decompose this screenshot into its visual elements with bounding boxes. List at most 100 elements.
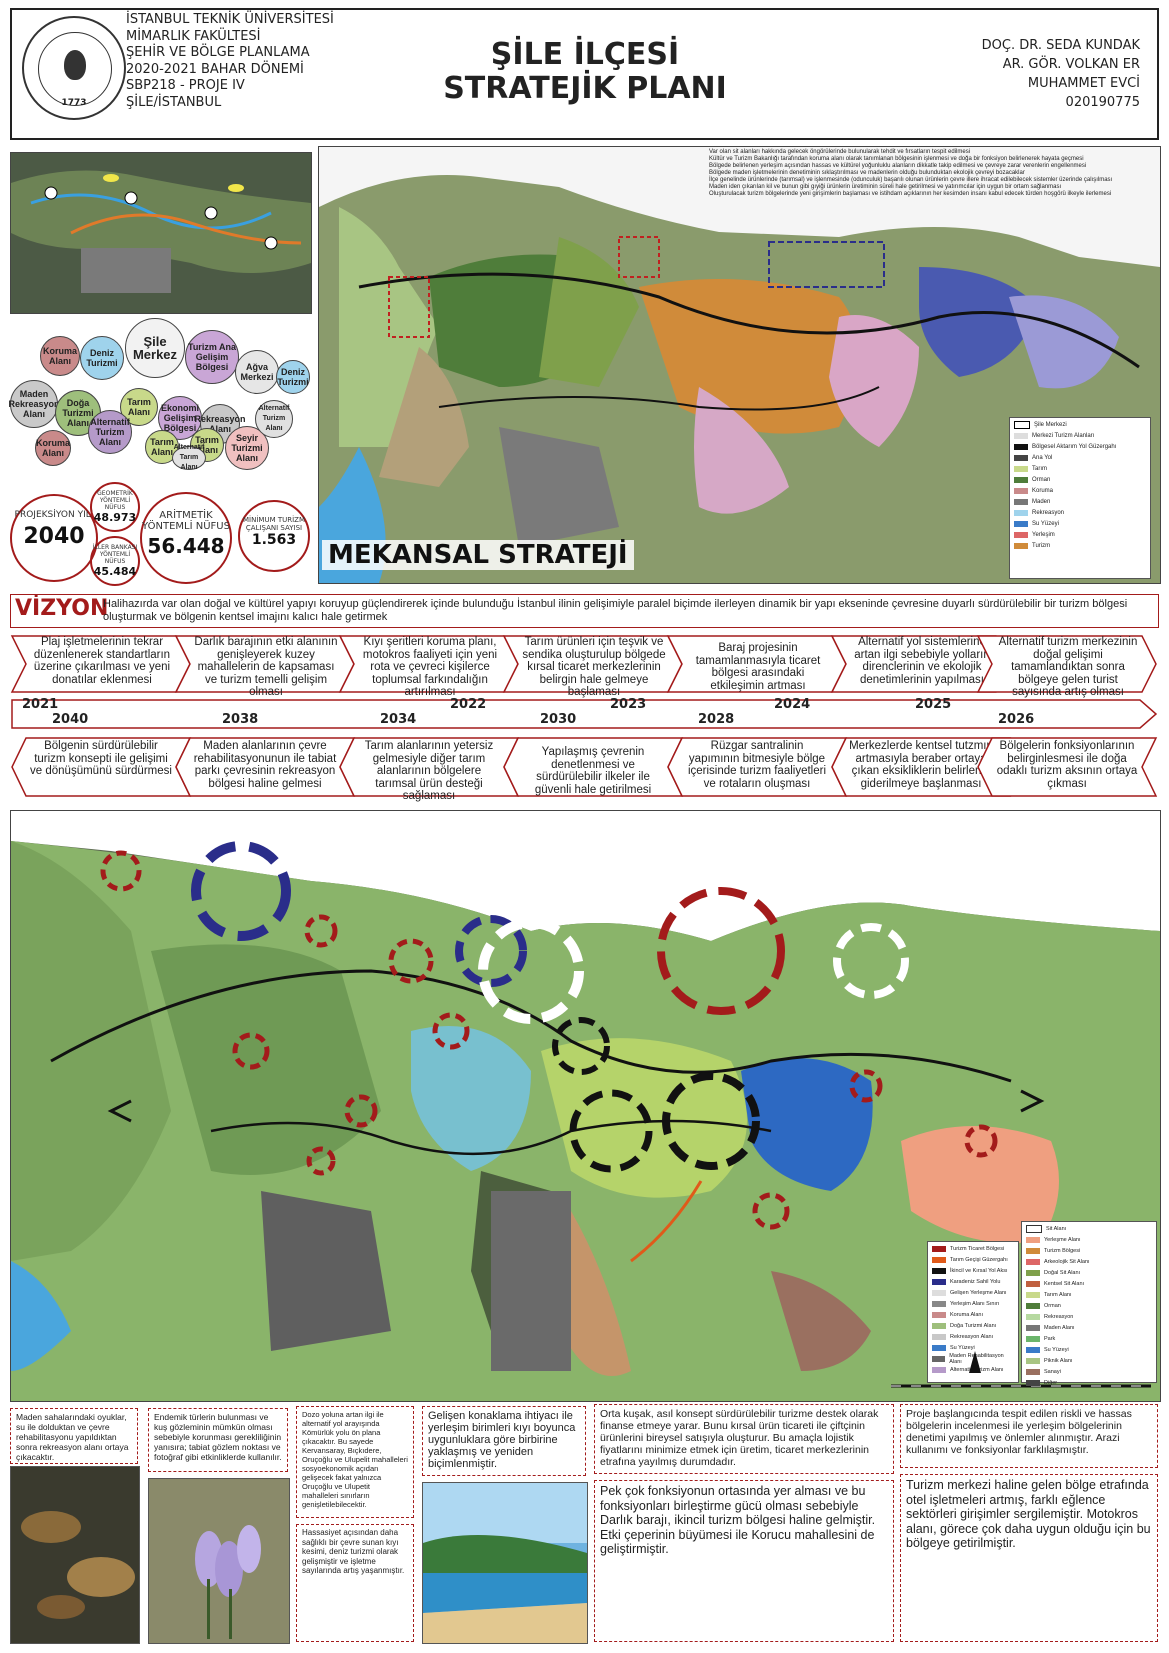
quarry-lake-photo	[10, 1466, 140, 1644]
vision-text: Halihazırda var olan doğal ve kültürel y…	[103, 598, 1128, 623]
authors-block: DOÇ. DR. SEDA KUNDAK AR. GÖR. VOLKAN ER …	[850, 36, 1140, 112]
timeline-arrow: Tarım alanlarının yetersiz gelmesiyle di…	[338, 736, 520, 802]
legend-label: Bölgesel Aktarım Yol Güzergahı	[1032, 443, 1117, 450]
legend-label: Ana Yol	[1032, 454, 1053, 461]
spatial-strategy-title: MEKANSAL STRATEJİ	[322, 540, 634, 570]
title-line: ŞİLE İLÇESİ	[490, 37, 680, 72]
legend-row: Turizm	[1014, 541, 1146, 550]
legend-row: Yerleşim	[1014, 530, 1146, 539]
arrow-text: Baraj projesinin tamamlanmasıyla ticaret…	[695, 642, 821, 692]
legend-row: Orman	[1026, 1301, 1152, 1310]
year-label: 2030	[540, 712, 577, 727]
beach-photo	[422, 1482, 588, 1644]
year-label: 2021	[22, 697, 59, 712]
legend-row: Tarım Alanı	[1026, 1290, 1152, 1299]
arithmetic-stat: ARİTMETİK YÖNTEMLİ NÜFUS 56.448	[140, 492, 232, 584]
note-line: Maden iden çıkarılan kil ve bunun gibi g…	[709, 184, 1062, 190]
page-title: ŞİLE İLÇESİ STRATEJİK PLANI	[400, 38, 770, 106]
legend-row: Park	[1026, 1334, 1152, 1343]
macroform-title: MAKROFORM	[811, 817, 1113, 861]
note-line: Kültür ve Turizm Bakanlığı tarafından ko…	[709, 156, 1084, 162]
legend-row: Turizm Bölgesi	[1026, 1246, 1152, 1255]
legend-label: Turizm Ticaret Bölgesi	[950, 1245, 1005, 1252]
note-box: Orta kuşak, asıl konsept sürdürülebilir …	[594, 1404, 894, 1474]
year-label: 2022	[450, 697, 487, 712]
legend-row: Doğa Turizmi Alanı	[932, 1321, 1014, 1330]
legend-row: Rekreasyon	[1026, 1312, 1152, 1321]
vision-box: VİZYON Halihazırda var olan doğal ve kül…	[10, 594, 1159, 628]
legend-row: Doğal Sit Alanı	[1026, 1268, 1152, 1277]
note-line: Var olan sit alanları hakkında gelecek ö…	[709, 149, 971, 155]
bubble: Koruma Alanı	[35, 430, 71, 466]
north-arrow-icon	[969, 1351, 981, 1373]
bubble: Şile Merkez	[125, 318, 185, 378]
legend-label: Tarım Geçişi Güzergahı	[950, 1256, 1008, 1263]
timeline-arrow: Alternatif turizm merkezinin doğal geliş…	[976, 634, 1158, 698]
timeline-arrow: Merkezlerde kentsel tutzmın artmasıyla b…	[830, 736, 1012, 798]
legend-label: Turizm	[1032, 542, 1051, 549]
stat-value: 56.448	[147, 534, 225, 558]
legend-label: Maden Alanı	[1044, 1324, 1075, 1331]
timeline-arrow: Bölgenin sürdürülebilir turizm konsepti …	[10, 736, 192, 798]
arrow-text: Yapılaşmış çevrenin denetlenmesi ve sürd…	[534, 746, 652, 796]
crocus-flower-photo	[148, 1478, 290, 1644]
note-line: İlçe genelinde ürünlerinde (tarımsal) ve…	[709, 177, 1113, 183]
bubble: Alternatif Turizm Alanı	[255, 400, 293, 438]
timeline-arrow: Alternatif yol sistemlerine artan ilgi s…	[830, 634, 1012, 694]
institution-line: ŞİLE/İSTANBUL	[126, 94, 222, 110]
arrow-text: Alternatif yol sistemlerine artan ilgi s…	[854, 636, 990, 686]
legend-row: Ana Yol	[1014, 453, 1146, 462]
stat-label: GEOMETRİK YÖNTEMLİ NÜFUS	[97, 490, 133, 511]
stat-value: 1.563	[251, 532, 297, 548]
legend-label: Tarım	[1032, 465, 1047, 472]
legend-row: İkincil ve Kırsal Yol Aksı	[932, 1266, 1014, 1275]
legend-label: Merkezi Turizm Alanları	[1032, 432, 1095, 439]
legend-row: Piknik Alanı	[1026, 1356, 1152, 1365]
legend-label: Turizm Bölgesi	[1044, 1247, 1081, 1254]
legend-row: Merkezi Turizm Alanları	[1014, 431, 1146, 440]
institution-line: İSTANBUL TEKNİK ÜNİVERSİTESİ	[126, 12, 334, 27]
legend-row: Koruma	[1014, 486, 1146, 495]
note-line: Bölgede maden işletmelerinin denetiminin…	[709, 170, 1025, 176]
spatial-legend: Şile Merkezi Merkezi Turizm Alanları Böl…	[1009, 417, 1151, 579]
macroform-drawing	[11, 811, 1160, 1401]
stat-label: İLLER BANKASI YÖNTEMLİ NÜFUS	[92, 544, 138, 565]
year-label: 2023	[610, 697, 647, 712]
note-box: Hassasiyet açısından daha sağlıklı bir ç…	[296, 1524, 414, 1642]
bubble: Koruma Alanı	[40, 336, 80, 376]
legend-label: Koruma Alanı	[950, 1311, 984, 1318]
year-label: 2028	[698, 712, 735, 727]
header-box	[10, 8, 1159, 140]
legend-row: Turizm Ticaret Bölgesi	[932, 1244, 1014, 1253]
author-line: AR. GÖR. VOLKAN ER	[1002, 57, 1140, 72]
timeline-bottom-row: Bölgenin sürdürülebilir turizm konsepti …	[10, 736, 1159, 802]
note-box: Endemik türlerin bulunması ve kuş gözlem…	[148, 1408, 288, 1472]
legend-row: Bölgesel Aktarım Yol Güzergahı	[1014, 442, 1146, 451]
legend-label: Su Yüzeyi	[950, 1344, 975, 1351]
legend-label: İkincil ve Kırsal Yol Aksı	[950, 1267, 1008, 1274]
institution-line: ŞEHİR VE BÖLGE PLANLAMA	[126, 45, 310, 60]
stat-value: 48.973	[93, 511, 137, 524]
macroform-legend-right: Sit Alanı Yerleşme Alanı Turizm Bölgesi …	[1021, 1221, 1157, 1386]
arrow-text: Rüzgar santralinin yapımının bitmesiyle …	[687, 740, 827, 790]
overview-map	[10, 152, 312, 314]
legend-label: Su Yüzeyi	[1044, 1346, 1069, 1353]
legend-row: Tarım Geçişi Güzergahı	[932, 1255, 1014, 1264]
spatial-notes: Var olan sit alanları hakkında gelecek ö…	[709, 149, 1157, 198]
legend-row: Maden	[1014, 497, 1146, 506]
legend-row: Rekreasyon Alanı	[932, 1332, 1014, 1341]
legend-label: Kentsel Sit Alanı	[1044, 1280, 1085, 1287]
university-seal-icon: 1773	[22, 16, 126, 120]
bank-stat: İLLER BANKASI YÖNTEMLİ NÜFUS 45.484	[90, 536, 140, 586]
legend-label: Yerleşme Alanı	[1044, 1236, 1081, 1243]
bubble: Alternatif Tarım Alanı	[172, 444, 206, 471]
stat-value: 2040	[23, 524, 85, 549]
year-label: 2024	[774, 697, 811, 712]
bubble: Deniz Turizmi	[80, 336, 124, 380]
bubble: Tarım Alanı	[120, 388, 158, 426]
legend-label: Orman	[1032, 476, 1051, 483]
timeline-year-band: 2021 2022 2023 2024 2025 2040 2038 2034 …	[10, 697, 1159, 730]
timeline-arrow: Maden alanlarının çevre rehabilitasyonun…	[174, 736, 356, 798]
timeline-arrow: Yapılaşmış çevrenin denetlenmesi ve sürd…	[502, 736, 684, 798]
note-line: Oluşturulacak turizm bölgelerinde yeni g…	[709, 191, 1112, 197]
